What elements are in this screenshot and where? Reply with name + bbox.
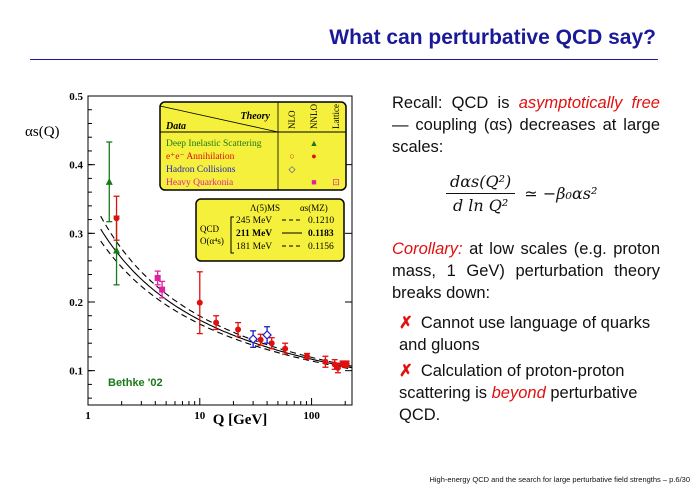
- legend-row-label: Heavy Quarkonia: [166, 178, 234, 188]
- curves-brace: [230, 216, 234, 254]
- x-tick-label: 10: [194, 410, 206, 422]
- data-point: [334, 364, 341, 371]
- legend-marker: ●: [311, 151, 316, 161]
- data-point: [282, 345, 289, 352]
- data-point: [196, 299, 203, 306]
- curves-lambda-header: Λ(5)MS: [250, 203, 280, 213]
- title-divider: [30, 59, 658, 60]
- legend-diagonal: [159, 105, 279, 133]
- legend-marker: ◇: [289, 164, 296, 174]
- legend-row-label: e⁺e⁻ Annihilation: [166, 152, 235, 162]
- alpha-curve: [100, 228, 353, 369]
- x-tick-label: 100: [303, 410, 320, 422]
- curves-alpha-value: 0.1156: [308, 242, 334, 252]
- bullet-quarks-gluons: ✗ Cannot use language of quarks and gluon…: [399, 312, 659, 356]
- legend-row-label: Hadron Collisions: [166, 165, 236, 175]
- y-tick-label: 0.2: [69, 297, 83, 309]
- data-point: [268, 340, 275, 347]
- bullet2-emphasis: beyond: [491, 384, 546, 402]
- data-point: [235, 326, 242, 333]
- legend-data-header: Data: [165, 121, 186, 132]
- legend-row-label: Deep Inelastic Scattering: [166, 139, 262, 149]
- data-point: [113, 246, 121, 254]
- legend-theory-header: Theory: [241, 111, 271, 122]
- curves-qcd-label: QCD: [200, 224, 220, 234]
- curves-lambda-value: 245 MeV: [236, 216, 272, 226]
- slide-title: What can perturbative QCD say?: [329, 26, 656, 49]
- recall-prefix: Recall: QCD is: [392, 94, 519, 112]
- plot-frame: [87, 95, 353, 406]
- curves-alpha-value: 0.1210: [308, 216, 334, 226]
- data-point: [154, 274, 161, 281]
- recall-paragraph: Recall: QCD is asymptotically free — cou…: [392, 92, 660, 158]
- cross-icon: ✗: [399, 314, 413, 332]
- y-tick-label: 0.5: [69, 91, 83, 103]
- rge-formula: dαs(Q²) d ln Q² ≃ −β₀αs²: [446, 172, 597, 215]
- corollary-paragraph: Corollary: at low scales (e.g. proton ma…: [392, 238, 660, 304]
- legend-column-header: NNLO: [309, 104, 319, 129]
- legend-marker: ▲: [310, 138, 319, 148]
- credit-label: Bethke '02: [108, 377, 163, 389]
- y-tick-label: 0.3: [69, 228, 83, 240]
- curves-order-label: O(α⁴s): [200, 236, 224, 246]
- alpha-curve: [100, 240, 353, 370]
- curves-box: [195, 198, 345, 262]
- legend-box: [159, 101, 347, 191]
- data-point: [105, 177, 113, 185]
- data-point: [322, 358, 329, 365]
- recall-emphasis: asymptotically free: [518, 94, 660, 112]
- recall-suffix: — coupling (αs) decreases at large scale…: [392, 116, 660, 156]
- data-point: [113, 215, 120, 222]
- legend-marker: ⊡: [332, 177, 340, 187]
- formula-numerator: dαs(Q²): [446, 172, 516, 194]
- bullet2-suffix: perturbative QCD.: [399, 384, 638, 424]
- data-point: [257, 336, 264, 343]
- data-point: [262, 330, 272, 340]
- data-point: [343, 360, 350, 367]
- corollary-label: Corollary:: [392, 240, 463, 258]
- data-point: [248, 334, 258, 344]
- curves-alpha-value: 0.1183: [308, 229, 334, 239]
- formula-rhs: ≃ −β₀αs²: [524, 184, 598, 203]
- bullet1-text: Cannot use language of quarks and gluons: [399, 314, 651, 354]
- data-point: [303, 353, 310, 360]
- formula-denominator: d ln Q²: [452, 196, 509, 215]
- alpha-s-chart: 0.1 0.2 0.3 0.4 0.5 1 10 100 Q [GeV] αs(Q) Bethke …: [25, 91, 353, 428]
- legend-marker: ○: [289, 151, 294, 161]
- legend-column-header: Lattice: [331, 104, 341, 129]
- y-tick-label: 0.4: [69, 160, 83, 172]
- curves-lambda-value: 211 MeV: [236, 229, 272, 239]
- curves-alpha-header: αs(MZ): [300, 203, 328, 213]
- data-point: [213, 319, 220, 326]
- slide-footer: High-energy QCD and the search for large…: [429, 475, 690, 484]
- x-axis-label: Q [GeV]: [213, 412, 268, 428]
- cross-icon: ✗: [399, 362, 413, 380]
- bullet2-prefix: Calculation of proton-proton scattering …: [399, 362, 625, 402]
- corollary-text: at low scales (e.g. proton mass, 1 GeV) …: [392, 240, 660, 302]
- alpha-curve: [100, 215, 353, 367]
- legend-marker: ■: [311, 177, 316, 187]
- legend-column-header: NLO: [287, 110, 297, 129]
- x-tick-label: 1: [85, 410, 91, 422]
- curves-lambda-value: 181 MeV: [236, 242, 272, 252]
- y-tick-label: 0.1: [69, 366, 83, 378]
- y-axis-label: αs(Q): [25, 124, 60, 140]
- bullet-proton-scattering: ✗ Calculation of proton-proton scattering…: [399, 360, 659, 426]
- data-point: [159, 286, 166, 293]
